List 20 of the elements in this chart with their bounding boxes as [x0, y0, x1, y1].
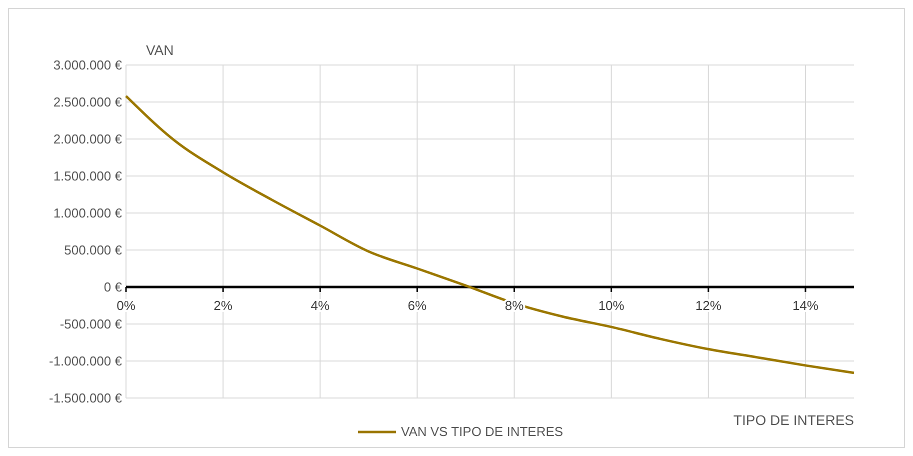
y-tick-label: 1.500.000 €	[53, 168, 123, 184]
y-tick-label: -500.000 €	[60, 316, 123, 332]
y-tick-label: -1.500.000 €	[48, 390, 123, 406]
y-tick-label: 500.000 €	[64, 242, 123, 258]
y-tick-label: 0 €	[104, 280, 123, 295]
x-tick-label: 12%	[695, 298, 722, 313]
x-tick-label: 14%	[792, 298, 819, 313]
x-tick-label: 4%	[310, 298, 330, 313]
y-tick-label: 2.500.000 €	[53, 94, 123, 110]
y-tick-label: 2.000.000 €	[53, 132, 123, 147]
x-tick-label: 2%	[214, 298, 233, 313]
legend-label: VAN VS TIPO DE INTERES	[401, 424, 564, 439]
y-tick-label: 1.000.000 €	[53, 206, 123, 221]
x-tick-label: 6%	[408, 298, 428, 313]
x-axis-title: TIPO DE INTERES	[733, 412, 854, 428]
x-tick-label: 10%	[598, 298, 625, 313]
y-axis-title: VAN	[146, 42, 174, 58]
y-tick-label: -1.000.000 €	[48, 354, 123, 369]
x-tick-label: 0%	[116, 298, 136, 313]
y-tick-label: 3.000.000 €	[53, 58, 123, 73]
